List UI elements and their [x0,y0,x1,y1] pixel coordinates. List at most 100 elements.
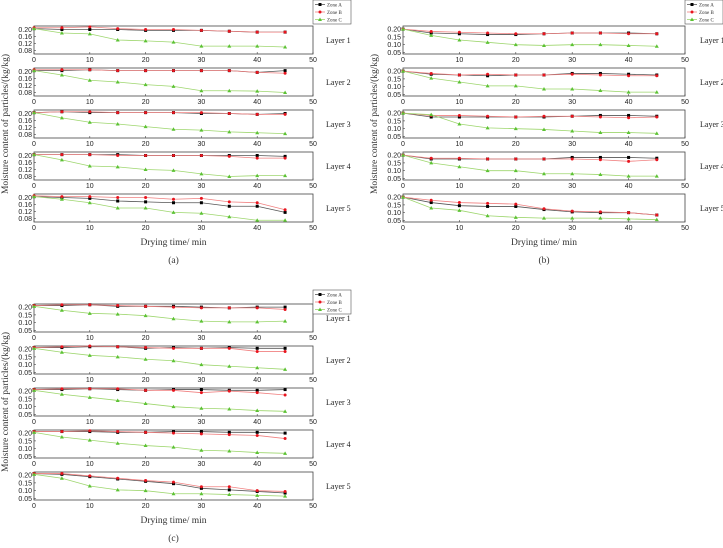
zone-c-marker [199,491,204,496]
zone-c-marker [32,430,36,434]
zone-b-marker [486,201,490,205]
zone-b-marker [255,391,259,395]
zone-c-marker [199,362,204,367]
x-tick-label: 50 [309,57,317,64]
zone-a-marker [429,201,433,205]
zone-b-marker [542,207,546,211]
zone-a-marker [199,486,203,490]
zone-b-marker [88,303,92,307]
zone-b-marker [457,30,461,34]
subplot-layer-3: 0.080.120.160.20 0 10 20 30 40 50 Layer 3 [18,109,351,148]
zone-b-marker [255,156,259,160]
zone-a-marker [172,482,175,486]
zone-c-marker [87,311,92,315]
zone-c-marker [485,40,490,44]
zone-c-marker [598,216,603,220]
x-tick-label: 30 [198,57,206,64]
plot-frame [33,151,314,181]
y-tick-label: 0.08 [18,216,32,223]
subplot-layer-4: 0.050.100.150.20 0 10 20 30 40 50 Layer 4 [387,151,723,190]
zone-b-marker [116,476,120,480]
zone-c-marker [626,90,631,94]
y-tick-label: 0.05 [18,496,32,503]
zone-c-marker [171,316,176,321]
zone-a-marker [172,201,175,205]
zone-c-marker [255,130,260,135]
series-line-zone-c [33,70,286,93]
zone-c-marker [87,120,92,124]
series-line-zone-b [34,430,286,439]
zone-c-marker [283,173,288,178]
legend-label: Zone B [699,11,715,16]
zone-c-marker [401,27,405,31]
x-tick-label: 50 [681,57,689,64]
zone-c-marker [513,83,518,88]
zone-b-marker [60,110,64,114]
zone-b-marker [88,387,92,391]
zone-b-marker [60,68,64,72]
series-line-zone-b [34,154,286,159]
x-tick-label: 0 [32,503,36,510]
series-line-zone-c [33,431,286,454]
y-tick-label: 0.15 [387,76,401,83]
series-line-zone-b [402,70,657,77]
series-line-zone-a [33,196,286,213]
zone-b-marker [318,10,322,14]
x-tick-label: 20 [142,57,150,64]
y-tick-label: 0.20 [18,27,32,34]
legend-label: Zone A [327,293,342,298]
zone-b-marker [227,69,231,73]
zone-b-marker [144,196,148,199]
zone-c-marker [485,83,490,88]
zone-c-marker [227,449,232,453]
y-tick-label: 0.10 [387,42,401,49]
zone-a-marker [172,430,175,434]
zone-b-marker [514,157,518,161]
series-line-zone-c [33,28,286,48]
zone-b-marker [60,195,64,199]
zone-b-marker [172,111,175,115]
zone-a-marker [598,71,602,75]
y-tick-label: 0.16 [18,160,32,167]
legend-label: Zone C [327,308,343,313]
x-tick-label: 50 [681,183,689,190]
y-tick-label: 0.20 [18,195,32,202]
y-tick-label: 0.10 [387,210,401,217]
zone-c-marker [227,129,232,134]
zone-c-marker [283,131,288,136]
zone-a-marker [60,28,64,31]
zone-b-marker [542,73,546,77]
zone-b-marker [199,28,203,32]
series-line-zone-c [402,154,657,177]
zone-b-marker [144,479,148,483]
zone-b-marker [283,71,287,75]
zone-b-marker [199,111,203,115]
y-tick-label: 0.20 [387,153,401,160]
legend-label: Zone B [327,11,343,16]
zone-b-marker [283,437,287,441]
zone-c-marker [542,87,546,91]
zone-b-marker [627,74,631,78]
zone-b-marker [690,10,694,14]
zone-a-marker [255,346,259,350]
x-tick-label: 0 [32,99,36,106]
zone-b-marker [172,28,175,31]
series-line-zone-b [402,28,657,35]
x-tick-label: 0 [401,183,405,190]
x-tick-label: 0 [32,377,36,384]
x-tick-label: 40 [253,99,261,106]
x-tick-label: 40 [625,225,633,232]
series-line-zone-c [33,347,286,370]
zone-b-marker [627,159,631,163]
zone-a-marker [199,388,203,392]
zone-b-marker [255,112,259,116]
zone-b-marker [255,349,259,353]
zone-c-marker [59,157,64,162]
zone-c-marker [115,441,120,445]
x-tick-label: 40 [625,183,633,190]
series-line-zone-b [33,195,286,211]
zone-a-marker [283,346,287,350]
zone-c-marker [457,38,462,42]
